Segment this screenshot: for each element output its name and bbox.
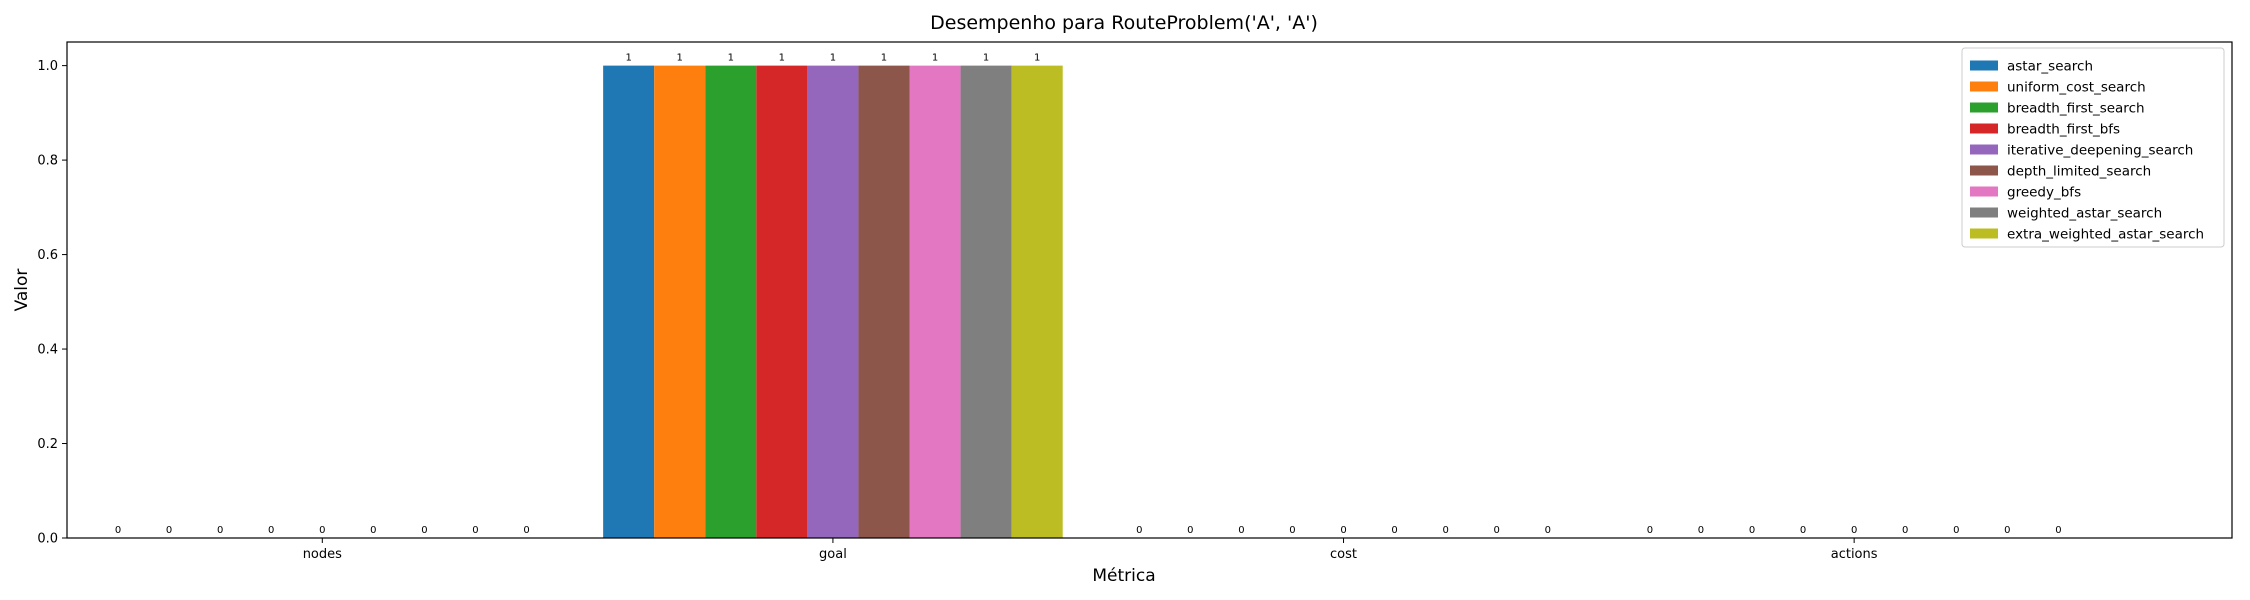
bar-value-label: 1 xyxy=(932,53,938,64)
bar-value-label: 0 xyxy=(1391,525,1397,536)
bar-value-label: 0 xyxy=(166,525,172,536)
bar-value-label: 0 xyxy=(523,525,529,536)
y-tick-label: 1.0 xyxy=(37,59,58,74)
chart-title: Desempenho para RouteProblem('A', 'A') xyxy=(930,12,1318,34)
y-tick-label: 0.0 xyxy=(37,532,58,547)
bar-value-label: 0 xyxy=(1340,525,1346,536)
x-tick-label: goal xyxy=(819,547,847,562)
x-tick-label: actions xyxy=(1831,547,1878,562)
legend-label: depth_limited_search xyxy=(2007,164,2151,180)
bar-value-label: 0 xyxy=(370,525,376,536)
x-tick-label: cost xyxy=(1330,547,1357,562)
bar-value-label: 0 xyxy=(1800,525,1806,536)
legend-swatch xyxy=(1970,165,1998,176)
bar-value-label: 0 xyxy=(217,525,223,536)
bar-value-label: 1 xyxy=(830,53,836,64)
legend-label: greedy_bfs xyxy=(2007,185,2081,201)
bar-value-label: 1 xyxy=(881,53,887,64)
legend-swatch xyxy=(1970,123,1998,134)
bar-value-label: 0 xyxy=(2004,525,2010,536)
bar-value-label: 0 xyxy=(1494,525,1500,536)
legend-swatch xyxy=(1970,186,1998,197)
bar-value-label: 0 xyxy=(1902,525,1908,536)
bar xyxy=(705,65,757,538)
bar-value-label: 0 xyxy=(1187,525,1193,536)
legend-swatch xyxy=(1970,228,1998,239)
bar-value-label: 1 xyxy=(1034,53,1040,64)
x-axis-title: Métrica xyxy=(1092,566,1155,586)
bar xyxy=(960,65,1012,538)
bar xyxy=(807,65,859,538)
legend-label: iterative_deepening_search xyxy=(2007,143,2193,159)
legend-box xyxy=(1961,47,2225,248)
legend-swatch xyxy=(1970,81,1998,92)
bar xyxy=(858,65,910,538)
bar xyxy=(756,65,808,538)
bar-value-label: 1 xyxy=(728,53,734,64)
bar-value-label: 0 xyxy=(115,525,121,536)
legend-label: astar_search xyxy=(2007,59,2093,75)
bar-value-label: 1 xyxy=(677,53,683,64)
bar xyxy=(909,65,961,538)
legend-label: breadth_first_bfs xyxy=(2007,122,2120,138)
bar xyxy=(1011,65,1063,538)
bar xyxy=(603,65,655,538)
bar-value-label: 0 xyxy=(1238,525,1244,536)
bar-value-label: 1 xyxy=(983,53,989,64)
bar-value-label: 1 xyxy=(625,53,631,64)
legend-swatch xyxy=(1970,60,1998,71)
bar-value-label: 0 xyxy=(472,525,478,536)
bar-value-label: 0 xyxy=(1851,525,1857,536)
bar-value-label: 0 xyxy=(319,525,325,536)
legend-label: breadth_first_search xyxy=(2007,101,2145,117)
y-tick-label: 0.6 xyxy=(37,248,58,263)
y-tick-label: 0.4 xyxy=(37,343,58,358)
y-tick-label: 0.8 xyxy=(37,154,58,169)
bar-value-label: 0 xyxy=(1698,525,1704,536)
bar-value-label: 0 xyxy=(1442,525,1448,536)
bar-value-label: 0 xyxy=(1136,525,1142,536)
bar-value-label: 0 xyxy=(1647,525,1653,536)
bar-value-label: 0 xyxy=(421,525,427,536)
y-axis-title: Valor xyxy=(12,269,32,312)
bar-value-label: 0 xyxy=(1545,525,1551,536)
bar-value-label: 1 xyxy=(779,53,785,64)
bar-value-label: 0 xyxy=(2055,525,2061,536)
legend: astar_search uniform_cost_search breadth_f… xyxy=(1961,47,2225,248)
x-tick-label: nodes xyxy=(303,547,342,562)
bar-value-label: 0 xyxy=(1289,525,1295,536)
bar-value-label: 0 xyxy=(1749,525,1755,536)
legend-label: uniform_cost_search xyxy=(2007,80,2146,96)
y-tick-label: 0.2 xyxy=(37,437,58,452)
legend-label: extra_weighted_astar_search xyxy=(2007,227,2204,243)
legend-label: weighted_astar_search xyxy=(2007,206,2162,222)
bar-value-label: 0 xyxy=(1953,525,1959,536)
bar xyxy=(654,65,706,538)
legend-swatch xyxy=(1970,102,1998,113)
legend-swatch xyxy=(1970,144,1998,155)
bar-value-label: 0 xyxy=(268,525,274,536)
legend-swatch xyxy=(1970,207,1998,218)
plot-area: 0 1 0 0 0 1 0 0 0 1 0 0 0 1 0 0 0 1 0 0 0 1 0 0 0 1 0 0 0 1 0 0 0 1 0 0 0.0 0… xyxy=(37,41,2233,562)
axes-frame xyxy=(66,41,2233,539)
